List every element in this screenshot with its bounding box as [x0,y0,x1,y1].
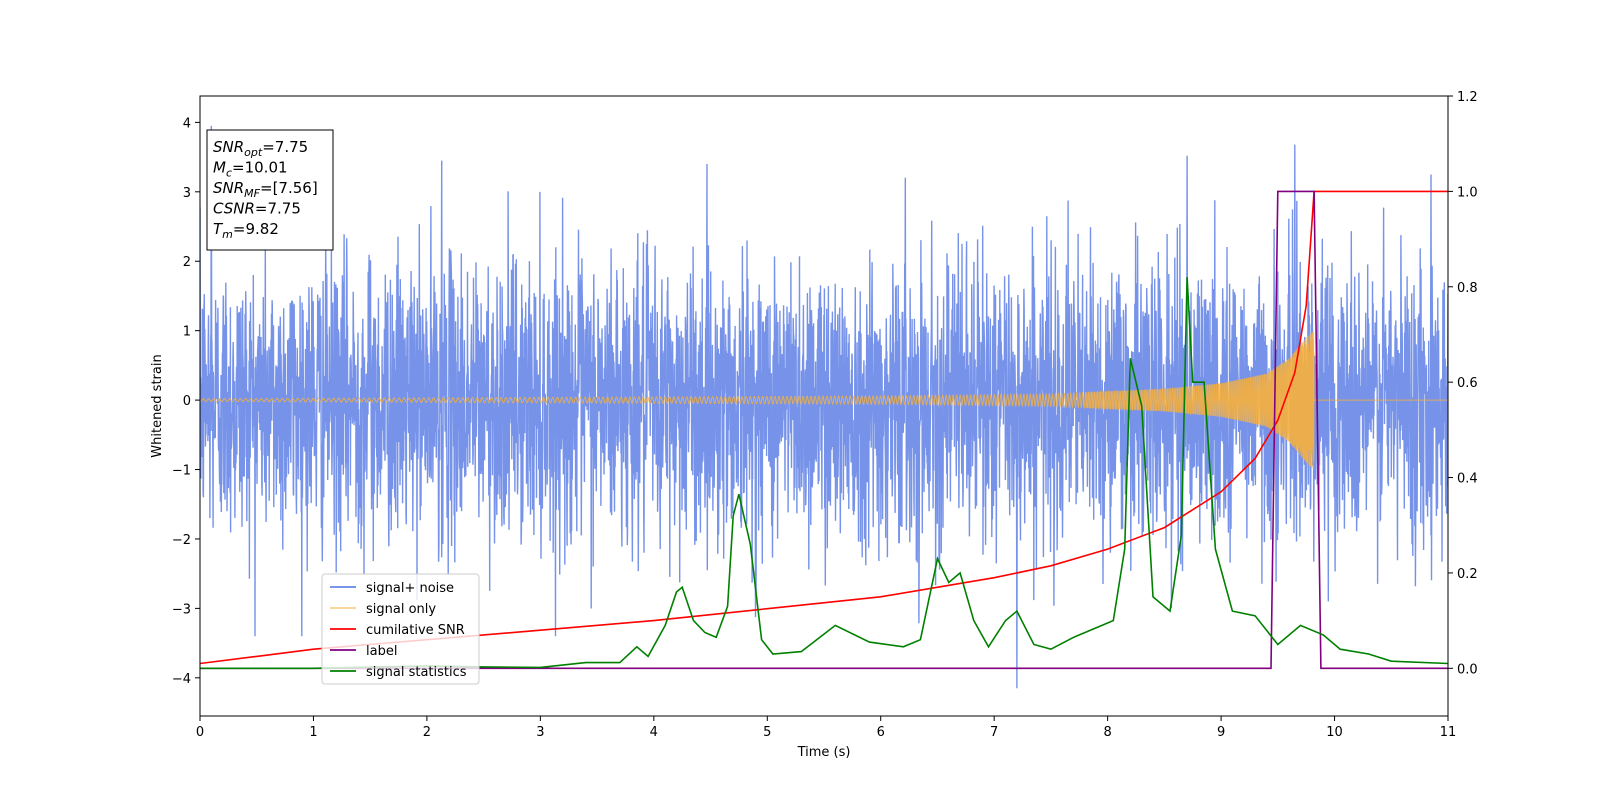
y-tick-label: −3 [172,602,191,617]
x-tick-label: 0 [196,725,204,740]
x-tick-label: 1 [309,725,317,740]
legend-frame [321,573,480,685]
legend: signal+ noise signal only cumilative SNR la… [321,573,480,685]
annotation-box: SNRopt=7.75Mc=10.01SNRMF=[7.56]CSNR=7.75… [206,129,334,251]
series-line-signal-statistics [200,277,1448,670]
annotation-line: CSNR=7.75 [213,200,301,218]
x-tick-label: 9 [1217,725,1225,740]
y-tick-label: −2 [172,533,191,548]
y-axis-right: 1.2 1.0 0.8 0.6 0.4 0.2 0.0 [1448,90,1478,677]
x-tick-label: 8 [1103,725,1111,740]
legend-label-signal-only: signal only [366,602,436,617]
y-axis-label: Whitened strain [150,354,165,457]
x-tick-label: 4 [650,725,658,740]
x-tick-label: 11 [1440,725,1457,740]
annotation-frame [206,129,334,251]
series-line-label [200,190,1448,670]
x-tick-label: 5 [763,725,771,740]
x-axis: 0 1 2 3 4 5 6 7 8 9 10 11 [196,716,1456,740]
plot-data [200,125,1448,689]
legend-label-signal-noise: signal+ noise [366,581,454,596]
y-tick-label: 3 [183,186,191,201]
y2-tick-label: 0.6 [1457,376,1478,391]
legend-label-label: label [366,644,397,659]
x-tick-label: 6 [877,725,885,740]
series-band-signal-only [1084,330,1315,470]
y2-tick-label: 0.0 [1457,662,1478,677]
y-axis-left: 4 3 2 1 0 −1 −2 −3 −4 [172,116,200,687]
series-line-signal-noise [200,125,1448,689]
y-tick-label: 1 [183,325,191,340]
x-tick-label: 10 [1326,725,1343,740]
y2-tick-label: 1.0 [1457,185,1478,200]
x-axis-label: Time (s) [797,745,851,760]
y-tick-label: 2 [183,255,191,270]
annotation-line: SNRMF=[7.56] [213,179,318,200]
annotation-line: Tm=9.82 [213,220,279,241]
y-tick-label: −1 [172,464,191,479]
annotation-line: Mc=10.01 [213,159,288,180]
x-tick-label: 3 [536,725,544,740]
y2-tick-label: 0.4 [1457,472,1478,487]
y2-tick-label: 1.2 [1457,90,1478,105]
legend-label-signal-statistics: signal statistics [366,665,467,680]
y-tick-label: 0 [183,394,191,409]
x-tick-label: 7 [990,725,998,740]
annotation-line: SNRopt=7.75 [213,138,308,159]
legend-label-cumulative-snr: cumilative SNR [366,623,465,638]
x-tick-label: 2 [423,725,431,740]
y2-tick-label: 0.2 [1457,567,1478,582]
y-tick-label: 4 [183,116,191,131]
y2-tick-label: 0.8 [1457,281,1478,296]
y-tick-label: −4 [172,672,191,687]
plot-frame [199,95,1449,717]
